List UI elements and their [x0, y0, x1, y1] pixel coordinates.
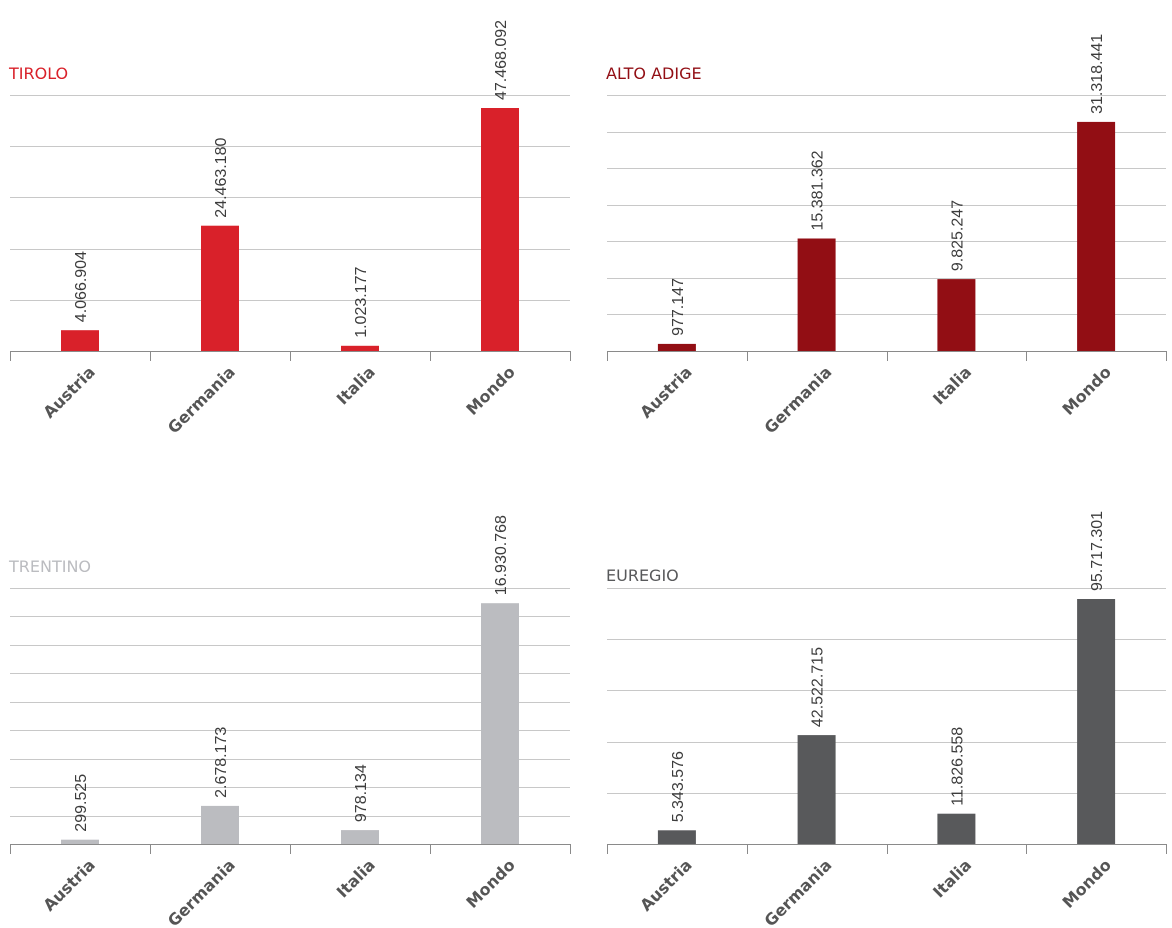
x-tick-label: Austria — [39, 855, 98, 914]
chart-title: EUREGIO — [606, 566, 679, 585]
bar-germania — [797, 735, 836, 844]
x-tick-label: Italia — [333, 855, 379, 901]
data-label: 42.522.715 — [810, 647, 827, 727]
bar-austria — [657, 343, 696, 351]
chart-panel-euregio: EUREGIO 5.343.576 Austria 42.522.715 Germani… — [606, 511, 1167, 928]
x-tick-label: Germania — [760, 855, 835, 928]
chart-panel-tirolo: TIROLO 4.066.904 Austria 24.463.180 Germania… — [8, 20, 571, 437]
bar-italia — [937, 813, 976, 844]
bar-germania — [797, 238, 836, 351]
bar-germania — [201, 225, 239, 351]
bar-italia — [341, 830, 379, 844]
data-label: 24.463.180 — [213, 138, 230, 218]
x-tick-label: Austria — [39, 362, 98, 421]
bar-mondo — [1077, 121, 1116, 352]
chart-title: TIROLO — [8, 64, 68, 83]
bar-germania — [201, 805, 239, 844]
bar-austria — [61, 330, 99, 351]
data-label: 2.678.173 — [213, 727, 230, 798]
x-tick-label: Austria — [636, 855, 695, 914]
data-label: 4.066.904 — [73, 251, 90, 322]
bar-italia — [937, 279, 976, 351]
x-tick-label: Austria — [636, 362, 695, 421]
x-tick-label: Mondo — [462, 855, 518, 911]
data-label: 11.826.558 — [949, 727, 966, 806]
bar-mondo — [481, 108, 519, 351]
x-tick-label: Italia — [929, 362, 975, 408]
x-tick-label: Germania — [760, 362, 835, 437]
data-label: 47.468.092 — [493, 20, 510, 100]
data-label: 1.023.177 — [353, 267, 370, 338]
bar-mondo — [1077, 599, 1116, 844]
bar-italia — [341, 345, 379, 351]
x-tick-label: Mondo — [1059, 362, 1115, 418]
bar-austria — [657, 830, 696, 844]
data-label: 5.343.576 — [670, 751, 687, 822]
data-label: 9.825.247 — [949, 200, 966, 271]
x-tick-label: Germania — [164, 855, 239, 928]
data-label: 977.147 — [670, 278, 687, 336]
data-label: 299.525 — [73, 774, 90, 832]
x-tick-label: Mondo — [1059, 855, 1115, 911]
data-label: 95.717.301 — [1089, 511, 1106, 591]
x-tick-label: Mondo — [462, 362, 518, 418]
bar-mondo — [481, 603, 519, 844]
chart-panel-alto-adige: ALTO ADIGE 977.147 Austria 15.381.362 German… — [606, 34, 1167, 437]
data-label: 31.318.441 — [1089, 34, 1106, 114]
bar-austria — [61, 839, 99, 844]
data-label: 15.381.362 — [810, 150, 827, 230]
x-tick-label: Italia — [333, 362, 379, 408]
x-tick-label: Italia — [929, 855, 975, 901]
chart-title: TRENTINO — [8, 557, 91, 576]
data-label: 16.930.768 — [493, 515, 510, 595]
chart-panel-trentino: TRENTINO 299.525 Austria 2.678.173 Germania 9… — [8, 515, 571, 928]
chart-title: ALTO ADIGE — [606, 64, 702, 83]
data-label: 978.134 — [353, 764, 370, 822]
x-tick-label: Germania — [164, 362, 239, 437]
